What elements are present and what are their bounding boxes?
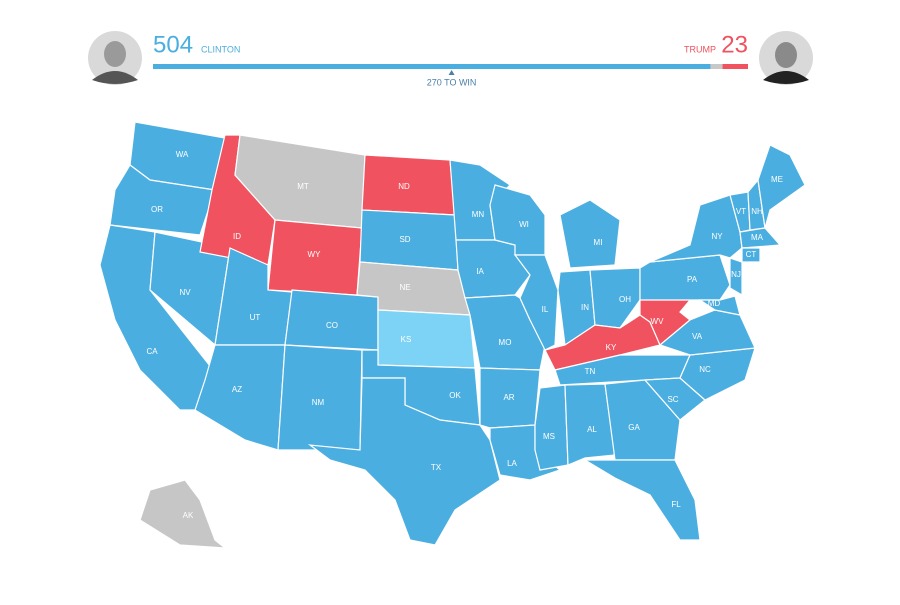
state-label: NC [699,365,711,374]
state-label: NE [399,283,410,292]
state [582,459,701,541]
state-label: ND [398,182,410,191]
state [649,194,743,263]
state-label: NV [179,288,191,297]
state-label: AR [503,393,514,402]
state-label: AK [183,511,194,520]
state-label: KS [401,335,412,344]
state-label: WA [176,150,189,159]
state [559,199,621,269]
state-label: NY [711,232,723,241]
state-label: WI [519,220,529,229]
win-label: 270 TO WIN [427,77,477,87]
state [109,164,216,236]
state-label: MT [297,182,309,191]
state-label: NJ [731,270,741,279]
state [589,267,641,329]
state-label: MA [751,233,764,242]
state-label: GA [628,423,640,432]
state [757,144,806,229]
state-label: FL [671,500,681,509]
clinton-votes: 504 [153,31,193,58]
state-label: IN [581,303,589,312]
state-label: SD [399,235,410,244]
clinton-bar [153,64,711,69]
state-label: UT [250,313,261,322]
state-label: KY [606,343,617,352]
state [307,377,501,546]
state-label: MN [472,210,485,219]
state-label: WY [308,250,322,259]
state-label: LA [507,459,517,468]
state-label: AL [587,425,597,434]
state-label: SC [667,395,678,404]
state-label: MO [499,338,512,347]
state-label: CA [146,347,158,356]
trump-votes: 23 [721,31,748,58]
win-marker [448,70,455,75]
state-label: VA [692,332,703,341]
state-label: NH [751,207,763,216]
state-label: CO [326,321,338,330]
state-label: ME [771,175,783,184]
state [139,479,227,549]
state-label: WV [651,317,665,326]
state [741,247,761,263]
clinton-name: CLINTON [201,44,240,54]
state [284,289,379,351]
state [604,379,681,461]
state-label: AZ [232,385,242,394]
state-label: OK [449,391,461,400]
state [377,309,476,369]
state-label: MS [543,432,555,441]
state-label: PA [687,275,698,284]
state [739,227,782,249]
state-label: NM [312,398,325,407]
state-label: VT [736,207,746,216]
state [564,383,616,466]
state [729,257,743,297]
state [698,295,741,316]
trump-avatar [759,31,813,85]
state-label: ID [233,232,241,241]
state-label: OR [151,205,163,214]
state [679,347,756,401]
state [194,344,286,451]
state [534,384,569,471]
state-label: TN [585,367,596,376]
state-label: MI [594,238,603,247]
trump-name: TRUMP [684,44,716,54]
state-label: MD [708,299,721,308]
state-label: OH [619,295,631,304]
us-map: WA OR CA NV ID MT WY UT CO AZ NM ND SD NE KS OK TX MN IA MO… [99,121,806,549]
scoreboard: 504 CLINTON 23 TRUMP 270 TO WIN [153,31,748,87]
state-label: CT [746,250,757,259]
state-label: TX [431,463,442,472]
state-label: IL [542,305,549,314]
trump-bar [722,64,748,69]
state-label: IA [476,267,484,276]
clinton-avatar [88,31,142,85]
